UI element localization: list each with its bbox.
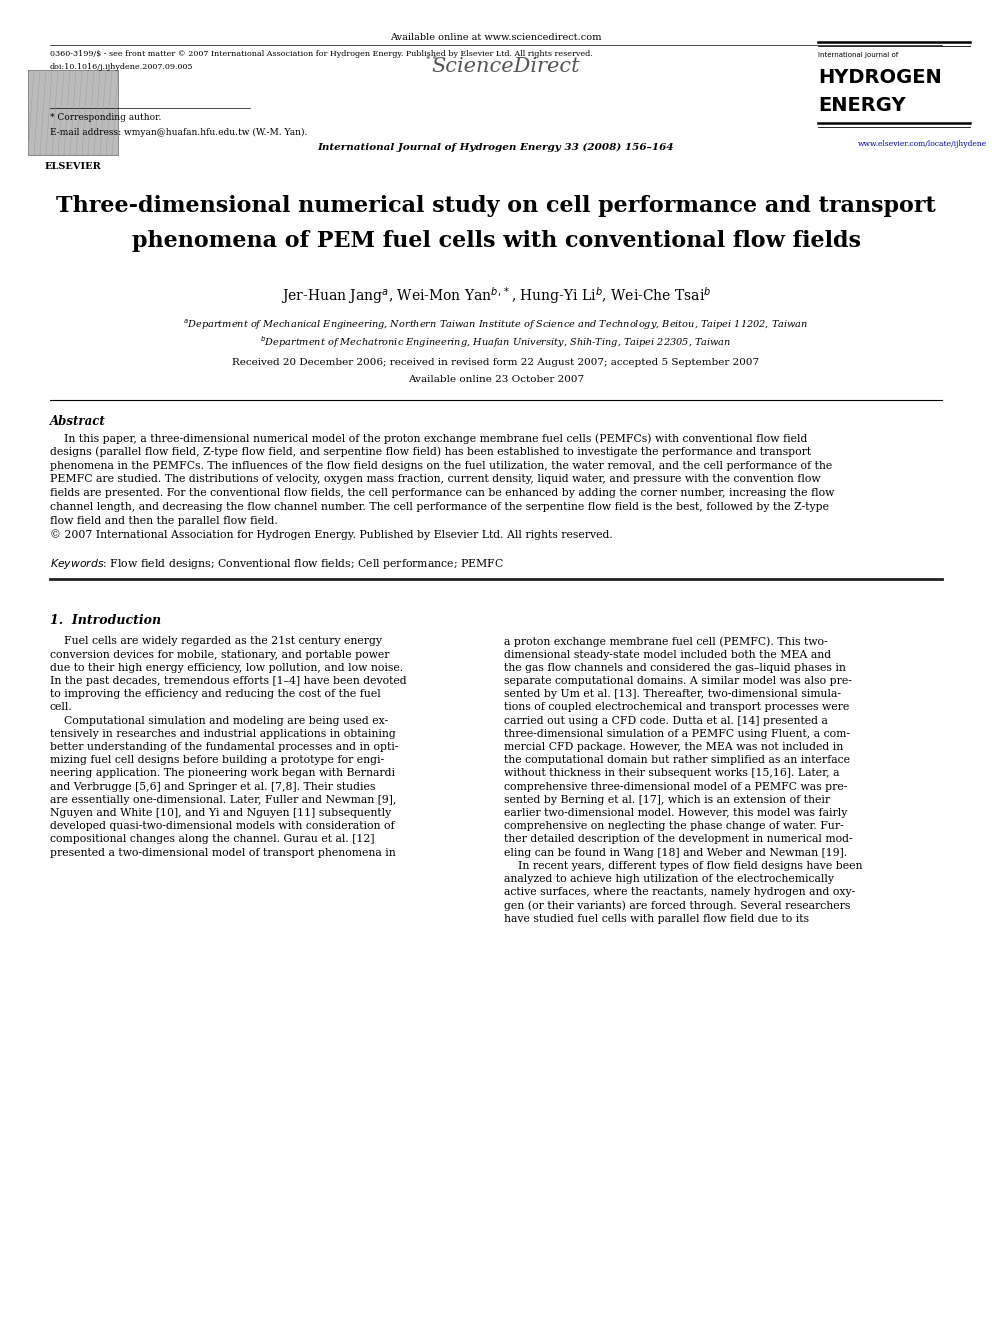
Text: sented by Um et al. [13]. Thereafter, two-dimensional simula-: sented by Um et al. [13]. Thereafter, tw… — [504, 689, 841, 699]
Text: comprehensive on neglecting the phase change of water. Fur-: comprehensive on neglecting the phase ch… — [504, 822, 843, 831]
Text: active surfaces, where the reactants, namely hydrogen and oxy-: active surfaces, where the reactants, na… — [504, 888, 855, 897]
Text: earlier two-dimensional model. However, this model was fairly: earlier two-dimensional model. However, … — [504, 808, 847, 818]
Text: carried out using a CFD code. Dutta et al. [14] presented a: carried out using a CFD code. Dutta et a… — [504, 716, 827, 725]
Text: eling can be found in Wang [18] and Weber and Newman [19].: eling can be found in Wang [18] and Webe… — [504, 848, 847, 857]
Text: developed quasi-two-dimensional models with consideration of: developed quasi-two-dimensional models w… — [50, 822, 395, 831]
Text: flow field and then the parallel flow field.: flow field and then the parallel flow fi… — [50, 516, 278, 525]
Text: International Journal of: International Journal of — [818, 52, 898, 58]
Text: Nguyen and White [10], and Yi and Nguyen [11] subsequently: Nguyen and White [10], and Yi and Nguyen… — [50, 808, 391, 818]
Text: to improving the efficiency and reducing the cost of the fuel: to improving the efficiency and reducing… — [50, 689, 381, 699]
Text: designs (parallel flow field, Z-type flow field, and serpentine flow field) has : designs (parallel flow field, Z-type flo… — [50, 447, 811, 458]
Text: Computational simulation and modeling are being used ex-: Computational simulation and modeling ar… — [50, 716, 388, 725]
Text: * Corresponding author.: * Corresponding author. — [50, 112, 162, 122]
Text: the gas flow channels and considered the gas–liquid phases in: the gas flow channels and considered the… — [504, 663, 846, 673]
Text: without thickness in their subsequent works [15,16]. Later, a: without thickness in their subsequent wo… — [504, 769, 839, 778]
Text: comprehensive three-dimensional model of a PEMFC was pre-: comprehensive three-dimensional model of… — [504, 782, 847, 791]
Text: the computational domain but rather simplified as an interface: the computational domain but rather simp… — [504, 755, 850, 765]
Text: 0360-3199/$ - see front matter © 2007 International Association for Hydrogen Ene: 0360-3199/$ - see front matter © 2007 In… — [50, 50, 593, 58]
Text: analyzed to achieve high utilization of the electrochemically: analyzed to achieve high utilization of … — [504, 875, 834, 884]
Text: gen (or their variants) are forced through. Several researchers: gen (or their variants) are forced throu… — [504, 901, 850, 912]
Text: E-mail address: wmyan@huafan.hfu.edu.tw (W.-M. Yan).: E-mail address: wmyan@huafan.hfu.edu.tw … — [50, 128, 308, 138]
Text: conversion devices for mobile, stationary, and portable power: conversion devices for mobile, stationar… — [50, 650, 390, 660]
Text: sented by Berning et al. [17], which is an extension of their: sented by Berning et al. [17], which is … — [504, 795, 830, 804]
Bar — [28, 70, 118, 155]
Text: Available online 23 October 2007: Available online 23 October 2007 — [408, 374, 584, 384]
Text: cell.: cell. — [50, 703, 72, 712]
Text: In this paper, a three-dimensional numerical model of the proton exchange membra: In this paper, a three-dimensional numer… — [50, 433, 807, 443]
Text: ELSEVIER: ELSEVIER — [45, 161, 101, 171]
Text: International Journal of Hydrogen Energy 33 (2008) 156–164: International Journal of Hydrogen Energy… — [317, 143, 675, 152]
Text: are essentially one-dimensional. Later, Fuller and Newman [9],: are essentially one-dimensional. Later, … — [50, 795, 397, 804]
Text: presented a two-dimensional model of transport phenomena in: presented a two-dimensional model of tra… — [50, 848, 396, 857]
Text: tions of coupled electrochemical and transport processes were: tions of coupled electrochemical and tra… — [504, 703, 849, 712]
Text: phenomena in the PEMFCs. The influences of the flow field designs on the fuel ut: phenomena in the PEMFCs. The influences … — [50, 460, 832, 471]
Text: doi:10.1016/j.ijhydene.2007.09.005: doi:10.1016/j.ijhydene.2007.09.005 — [50, 64, 193, 71]
Text: dimensional steady-state model included both the MEA and: dimensional steady-state model included … — [504, 650, 831, 660]
Text: HYDROGEN: HYDROGEN — [818, 67, 941, 87]
Text: have studied fuel cells with parallel flow field due to its: have studied fuel cells with parallel fl… — [504, 914, 808, 923]
Text: mercial CFD package. However, the MEA was not included in: mercial CFD package. However, the MEA wa… — [504, 742, 843, 751]
Text: ther detailed description of the development in numerical mod-: ther detailed description of the develop… — [504, 835, 852, 844]
Text: fields are presented. For the conventional flow fields, the cell performance can: fields are presented. For the convention… — [50, 488, 834, 499]
Text: three-dimensional simulation of a PEMFC using Fluent, a com-: three-dimensional simulation of a PEMFC … — [504, 729, 850, 738]
Text: $^a$Department of Mechanical Engineering, Northern Taiwan Institute of Science a: $^a$Department of Mechanical Engineering… — [184, 318, 808, 332]
Text: compositional changes along the channel. Gurau et al. [12]: compositional changes along the channel.… — [50, 835, 375, 844]
Text: better understanding of the fundamental processes and in opti-: better understanding of the fundamental … — [50, 742, 399, 751]
Text: separate computational domains. A similar model was also pre-: separate computational domains. A simila… — [504, 676, 852, 687]
Text: mizing fuel cell designs before building a prototype for engi-: mizing fuel cell designs before building… — [50, 755, 384, 765]
Text: Fuel cells are widely regarded as the 21st century energy: Fuel cells are widely regarded as the 21… — [50, 636, 382, 647]
Text: In the past decades, tremendous efforts [1–4] have been devoted: In the past decades, tremendous efforts … — [50, 676, 407, 687]
Text: ScienceDirect: ScienceDirect — [432, 57, 580, 75]
Text: PEMFC are studied. The distributions of velocity, oxygen mass fraction, current : PEMFC are studied. The distributions of … — [50, 475, 820, 484]
Text: Received 20 December 2006; received in revised form 22 August 2007; accepted 5 S: Received 20 December 2006; received in r… — [232, 359, 760, 366]
Text: and Verbrugge [5,6] and Springer et al. [7,8]. Their studies: and Verbrugge [5,6] and Springer et al. … — [50, 782, 375, 791]
Text: ENERGY: ENERGY — [818, 97, 906, 115]
Text: Available online at www.sciencedirect.com: Available online at www.sciencedirect.co… — [390, 33, 602, 42]
Text: ••: •• — [418, 53, 438, 64]
Text: phenomena of PEM fuel cells with conventional flow fields: phenomena of PEM fuel cells with convent… — [132, 230, 860, 251]
Text: In recent years, different types of flow field designs have been: In recent years, different types of flow… — [504, 861, 862, 871]
Text: tensively in researches and industrial applications in obtaining: tensively in researches and industrial a… — [50, 729, 396, 738]
Text: neering application. The pioneering work began with Bernardi: neering application. The pioneering work… — [50, 769, 395, 778]
Text: a proton exchange membrane fuel cell (PEMFC). This two-: a proton exchange membrane fuel cell (PE… — [504, 636, 827, 647]
Text: 1.  Introduction: 1. Introduction — [50, 614, 161, 627]
Text: www.elsevier.com/locate/ijhydene: www.elsevier.com/locate/ijhydene — [858, 140, 987, 148]
Text: Three-dimensional numerical study on cell performance and transport: Three-dimensional numerical study on cel… — [57, 194, 935, 217]
Text: Abstract: Abstract — [50, 415, 106, 429]
Text: Jer-Huan Jang$^a$, Wei-Mon Yan$^{b,*}$, Hung-Yi Li$^b$, Wei-Che Tsai$^b$: Jer-Huan Jang$^a$, Wei-Mon Yan$^{b,*}$, … — [281, 284, 711, 306]
Text: due to their high energy efficiency, low pollution, and low noise.: due to their high energy efficiency, low… — [50, 663, 403, 673]
Text: channel length, and decreasing the flow channel number. The cell performance of : channel length, and decreasing the flow … — [50, 501, 829, 512]
Text: $\it{Keywords}$: Flow field designs; Conventional flow fields; Cell performance;: $\it{Keywords}$: Flow field designs; Con… — [50, 557, 504, 572]
Text: © 2007 International Association for Hydrogen Energy. Published by Elsevier Ltd.: © 2007 International Association for Hyd… — [50, 529, 613, 540]
Text: $^b$Department of Mechatronic Engineering, Huafan University, Shih-Ting, Taipei : $^b$Department of Mechatronic Engineerin… — [260, 333, 732, 349]
